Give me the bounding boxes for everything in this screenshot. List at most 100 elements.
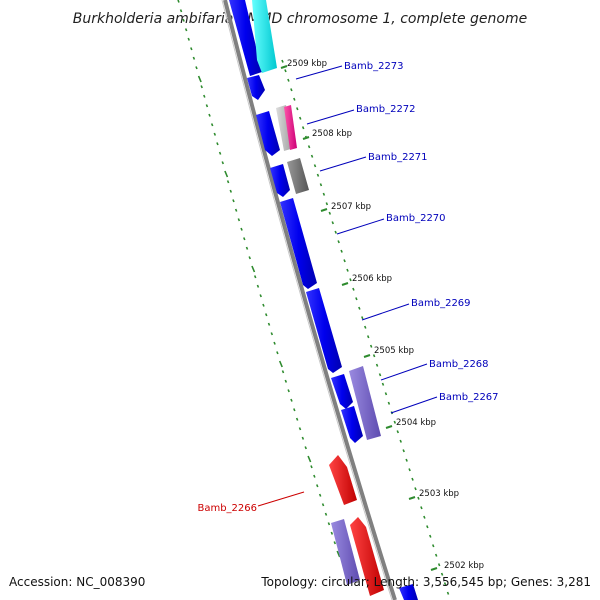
track-dot: [190, 47, 193, 51]
gene-feature[interactable]: [329, 455, 357, 505]
track-dot: [372, 354, 376, 358]
track-dot: [402, 449, 405, 453]
tick-label: 2502 kbp: [444, 561, 484, 571]
track-dot: [259, 294, 262, 298]
gene-feature[interactable]: [252, 0, 277, 73]
track-dot: [310, 154, 314, 158]
track-dot: [284, 379, 288, 383]
gene-feature[interactable]: [349, 366, 381, 440]
tick-label: 2508 kbp: [312, 129, 352, 139]
track-dot: [336, 550, 341, 558]
track-dot: [205, 104, 209, 108]
track-dot: [440, 572, 444, 576]
chromosome-backbone: [223, 0, 397, 600]
gene-label[interactable]: Bamb_2267: [439, 392, 499, 403]
track-dot: [218, 151, 222, 155]
track-dot: [330, 531, 334, 535]
track-dot: [298, 116, 302, 120]
track-dot: [221, 161, 224, 165]
track-dot: [446, 591, 450, 595]
track-dot: [352, 287, 355, 291]
gene-feature[interactable]: [341, 406, 363, 443]
inner-tick-track: [177, 0, 341, 558]
tick-mark: [385, 425, 393, 429]
track-dot: [216, 142, 219, 146]
track-dot: [340, 249, 343, 253]
track-dot: [208, 113, 211, 117]
track-dot: [324, 512, 328, 516]
track-dot: [378, 373, 382, 377]
track-dot: [328, 211, 332, 215]
track-dot: [369, 344, 373, 348]
track-dot: [322, 192, 326, 196]
track-dot: [325, 202, 329, 206]
track-dot: [375, 363, 379, 367]
track-dot: [281, 59, 284, 63]
tick-mark: [363, 354, 371, 358]
track-dot: [224, 170, 229, 178]
gene-label[interactable]: Bamb_2270: [386, 213, 446, 224]
track-dot: [251, 265, 256, 273]
accession-text: Accession: NC_008390: [9, 575, 145, 589]
tick-label: 2507 kbp: [331, 202, 371, 212]
track-dot: [267, 322, 271, 326]
gene-feature[interactable]: [284, 105, 297, 150]
track-dot: [296, 107, 299, 111]
track-dot: [200, 85, 203, 89]
gene-feature[interactable]: [287, 158, 309, 194]
gene-feature[interactable]: [256, 111, 280, 156]
gene-label[interactable]: Bamb_2271: [368, 152, 428, 163]
gene-feature[interactable]: [399, 584, 418, 600]
track-dot: [182, 18, 185, 22]
tick-label: 2509 kbp: [287, 59, 327, 69]
gene-label[interactable]: Bamb_2269: [411, 298, 471, 309]
gene-leader-line: [361, 303, 410, 321]
track-dot: [213, 132, 217, 136]
gene-feature[interactable]: [229, 0, 262, 76]
gene-feature[interactable]: [270, 164, 290, 197]
track-dot: [284, 69, 287, 73]
track-dot: [361, 316, 364, 320]
gene-feature[interactable]: [350, 517, 384, 596]
gene-leader-line: [336, 218, 385, 235]
track-dot: [187, 37, 190, 41]
tick-mark: [408, 496, 416, 500]
track-dot: [431, 544, 435, 548]
track-dot: [301, 126, 305, 130]
gene-label[interactable]: Bamb_2268: [429, 359, 489, 370]
track-dot: [226, 180, 230, 184]
track-dot: [287, 389, 290, 393]
track-dot: [417, 496, 420, 500]
gene-label[interactable]: Bamb_2272: [356, 104, 416, 115]
tick-mark: [320, 208, 328, 212]
gene-feature[interactable]: [306, 288, 342, 373]
track-dot: [245, 246, 249, 250]
gene-feature[interactable]: [331, 374, 353, 409]
tick-mark: [280, 65, 288, 69]
gene-label[interactable]: Bamb_2273: [344, 61, 404, 72]
track-dot: [420, 506, 423, 510]
track-dot: [399, 439, 402, 443]
track-dot: [195, 66, 198, 70]
track-dot: [426, 525, 429, 529]
gene-feature[interactable]: [331, 519, 360, 585]
track-dot: [423, 515, 426, 519]
map-title: Burkholderia ambifaria AMMD chromosome 1…: [73, 11, 527, 27]
gene-label[interactable]: Bamb_2266: [197, 503, 257, 514]
gene-leader-line: [257, 491, 305, 507]
gene-feature[interactable]: [280, 198, 317, 289]
track-dot: [316, 173, 320, 177]
track-dot: [318, 493, 322, 497]
track-dot: [310, 465, 313, 469]
track-dot: [203, 94, 206, 98]
track-dot: [355, 297, 358, 301]
track-dot: [290, 398, 293, 402]
track-dot: [429, 534, 432, 538]
gene-leader-line: [295, 65, 343, 80]
track-dot: [443, 582, 447, 586]
gene-feature[interactable]: [247, 75, 265, 100]
track-dot: [321, 503, 325, 507]
track-dot: [408, 468, 411, 472]
outer-tick-track: [281, 59, 450, 595]
